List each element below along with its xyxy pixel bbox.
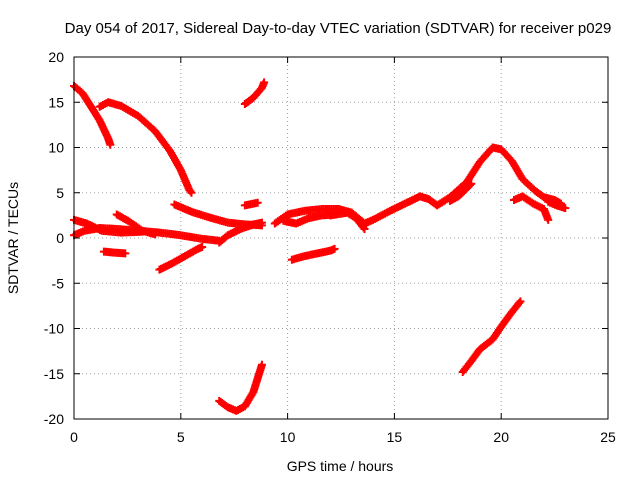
grid — [74, 57, 608, 419]
series-arc-16 — [445, 179, 476, 205]
data-point — [253, 198, 262, 207]
data-point — [544, 215, 553, 224]
series-arc-17 — [510, 192, 553, 224]
data-point — [516, 297, 525, 306]
data-point — [186, 187, 195, 196]
x-tick-label: 5 — [177, 429, 185, 445]
data-point — [198, 243, 207, 252]
data-point — [359, 223, 368, 232]
y-tick-label: 10 — [48, 140, 64, 156]
data-point — [515, 298, 524, 307]
series-arc-9 — [215, 218, 266, 247]
data-point — [106, 140, 115, 149]
y-tick-label: -20 — [44, 411, 64, 427]
axis-ticks: 0 5 10 15 20 25 -20 -15 -10 -5 0 5 10 15 20 — [44, 49, 616, 445]
data-point — [466, 180, 475, 189]
data-point — [121, 249, 130, 258]
y-tick-label: 0 — [56, 230, 64, 246]
series-arc-19 — [287, 244, 339, 264]
x-tick-label: 0 — [70, 429, 78, 445]
x-tick-label: 15 — [387, 429, 403, 445]
series-arc-1 — [70, 81, 115, 149]
data-point — [360, 224, 369, 233]
series-arc-12 — [215, 360, 266, 415]
y-tick-label: -5 — [52, 275, 65, 291]
x-tick-label: 25 — [600, 429, 616, 445]
data-point — [467, 179, 476, 188]
series-arc-6 — [99, 247, 130, 258]
data-point — [257, 360, 266, 369]
x-tick-label: 20 — [493, 429, 509, 445]
data-point — [187, 188, 196, 197]
series-arc-18 — [544, 197, 570, 213]
data-point — [330, 244, 339, 253]
data-point — [561, 204, 570, 213]
y-tick-label: 15 — [48, 94, 64, 110]
data-point — [257, 218, 266, 227]
y-tick-label: -15 — [44, 366, 64, 382]
series-arc-11 — [240, 78, 269, 109]
series-arc-20 — [458, 297, 525, 376]
y-tick-label: 5 — [56, 185, 64, 201]
series-arc-7 — [155, 243, 207, 274]
x-tick-label: 10 — [280, 429, 296, 445]
series-arc-10 — [240, 198, 262, 210]
y-tick-label: 20 — [48, 49, 64, 65]
series-arc-5 — [112, 210, 160, 239]
data-point — [151, 230, 160, 239]
y-axis-label: SDTVAR / TECUs — [5, 182, 21, 294]
y-tick-label: -10 — [44, 321, 64, 337]
series-arc-2 — [95, 98, 196, 197]
series-arc-15 — [326, 208, 369, 233]
data-point — [260, 78, 269, 87]
data-points — [70, 78, 570, 415]
x-axis-label: GPS time / hours — [287, 458, 394, 474]
chart-title: Day 054 of 2017, Sidereal Day-to-day VTE… — [65, 20, 612, 37]
